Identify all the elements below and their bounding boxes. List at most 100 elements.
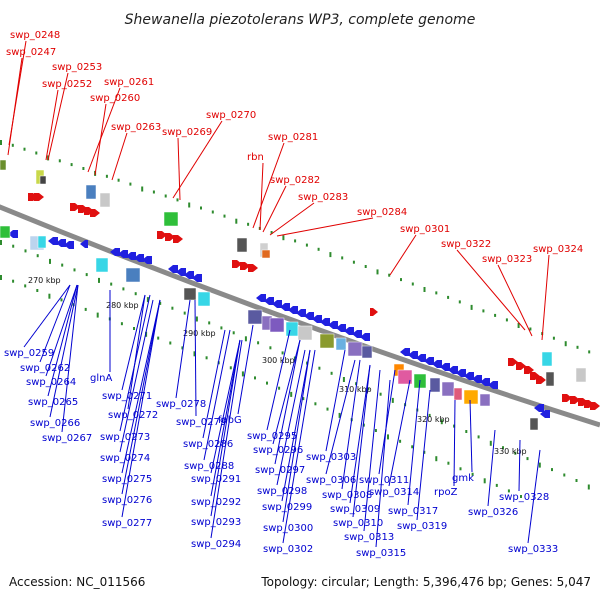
reverse-gene-arrow xyxy=(320,318,330,326)
gc-dash-mark xyxy=(48,293,51,299)
gene-leader-line xyxy=(39,284,71,363)
gc-dash-mark xyxy=(12,244,15,248)
gene-leader-line xyxy=(61,284,79,433)
gene-label-swp_0294: swp_0294 xyxy=(191,539,241,550)
gene-leader-line xyxy=(487,429,496,507)
gene-leader-line xyxy=(469,399,473,473)
gene-label-swp_0295: swp_0295 xyxy=(247,431,297,442)
feature-box xyxy=(163,211,179,227)
gene-leader-line xyxy=(389,234,417,276)
reverse-gene-arrow xyxy=(184,271,194,279)
feature-box xyxy=(319,333,335,349)
gc-dash-mark xyxy=(494,313,497,317)
forward-gene-arrow xyxy=(248,264,258,272)
gc-dash-mark xyxy=(176,198,179,202)
gene-label-swp_0267: swp_0267 xyxy=(42,433,92,444)
gc-dash-mark xyxy=(195,316,198,322)
gc-dash-mark xyxy=(70,163,73,167)
feature-box xyxy=(297,325,313,341)
reverse-gene-arrow xyxy=(424,357,434,365)
reverse-gene-arrow xyxy=(540,410,550,418)
gc-dash-mark xyxy=(458,300,461,304)
feature-box xyxy=(441,381,455,397)
gene-label-swp_0271: swp_0271 xyxy=(102,391,152,402)
gc-dash-mark xyxy=(440,419,443,425)
gc-dash-mark xyxy=(122,287,125,291)
map-title: Shewanella piezotolerans WP3, complete g… xyxy=(125,12,476,28)
gc-dash-mark xyxy=(529,327,532,331)
gene-label-swp_0262: swp_0262 xyxy=(20,363,70,374)
reverse-gene-arrow xyxy=(534,404,544,412)
gene-label-swp_0264: swp_0264 xyxy=(26,377,76,388)
gene-leader-line xyxy=(266,329,291,431)
gc-dash-mark xyxy=(326,407,329,411)
gene-label-swp_0296: swp_0296 xyxy=(253,445,303,456)
reverse-gene-arrow xyxy=(352,330,362,338)
accession-text: Accession: NC_011566 xyxy=(9,575,145,589)
reverse-gene-arrow xyxy=(488,381,498,389)
backbone-ring xyxy=(0,204,600,428)
gene-label-swp_0292: swp_0292 xyxy=(191,497,241,508)
gene-leader-line xyxy=(541,254,550,341)
reverse-gene-arrow xyxy=(472,375,482,383)
feature-box xyxy=(397,369,413,385)
gc-dash-mark xyxy=(12,279,15,283)
gene-leader-line xyxy=(282,349,311,523)
scale-tick-label: 280 kbp xyxy=(106,301,139,310)
gc-dash-mark xyxy=(254,376,256,380)
gene-label-swp_0266: swp_0266 xyxy=(30,418,80,429)
gene-leader-line xyxy=(210,339,241,497)
gc-dash-mark xyxy=(342,377,345,382)
gc-dash-mark xyxy=(314,402,317,406)
forward-gene-arrow xyxy=(173,235,183,243)
gc-dash-mark xyxy=(447,461,450,465)
forward-gene-arrow xyxy=(516,362,526,370)
forward-gene-arrow xyxy=(165,233,175,241)
gene-label-swp_0288: swp_0288 xyxy=(184,461,234,472)
gc-dash-mark xyxy=(235,218,238,224)
gene-leader-line xyxy=(378,369,396,475)
gc-dash-mark xyxy=(145,331,148,337)
gene-label-swp_0309: swp_0309 xyxy=(330,504,380,515)
reverse-gene-arrow xyxy=(192,274,202,282)
gene-leader-line xyxy=(210,339,241,517)
gene-label-swp_0299: swp_0299 xyxy=(262,502,312,513)
gc-dash-mark xyxy=(159,301,162,305)
gene-leader-line xyxy=(121,299,161,518)
gc-dash-mark xyxy=(24,249,27,253)
feature-box xyxy=(236,237,248,253)
gc-dash-mark xyxy=(244,336,247,342)
gc-dash-mark xyxy=(502,446,504,450)
gene-label-swp_0275: swp_0275 xyxy=(102,474,152,485)
scale-tick-label: 320 kbp xyxy=(417,415,450,424)
reverse-gene-arrow xyxy=(256,294,266,302)
gc-dash-mark xyxy=(169,341,172,345)
gene-leader-line xyxy=(282,349,316,544)
gene-label-swp_0253: swp_0253 xyxy=(52,62,102,73)
gene-label-swp_0314: swp_0314 xyxy=(369,487,419,498)
scale-tick-label: 310 kbp xyxy=(339,385,372,394)
gc-dash-mark xyxy=(453,424,456,428)
gc-dash-mark xyxy=(399,439,402,443)
gc-dash-mark xyxy=(36,254,39,258)
reverse-gene-arrow xyxy=(118,250,128,258)
gc-dash-mark xyxy=(341,256,344,260)
gene-label-swp_0300: swp_0300 xyxy=(263,523,313,534)
gc-dash-mark xyxy=(229,366,232,370)
feature-box xyxy=(261,249,271,259)
gene-label-swp_0252: swp_0252 xyxy=(42,79,92,90)
gene-leader-line xyxy=(175,299,191,399)
gene-label-rbn: rbn xyxy=(247,152,264,163)
gene-label-swp_0291: swp_0291 xyxy=(191,474,241,485)
gene-label-swp_0284: swp_0284 xyxy=(357,207,407,218)
gc-dash-mark xyxy=(58,159,61,163)
gc-dash-mark xyxy=(563,473,566,477)
gc-dash-mark xyxy=(290,391,293,397)
gene-leader-line xyxy=(94,103,107,176)
gc-dash-mark xyxy=(278,386,281,390)
forward-gene-arrow xyxy=(232,260,242,268)
reverse-gene-arrow xyxy=(448,366,458,374)
reverse-gene-arrow xyxy=(168,265,178,273)
gc-dash-mark xyxy=(423,287,426,292)
